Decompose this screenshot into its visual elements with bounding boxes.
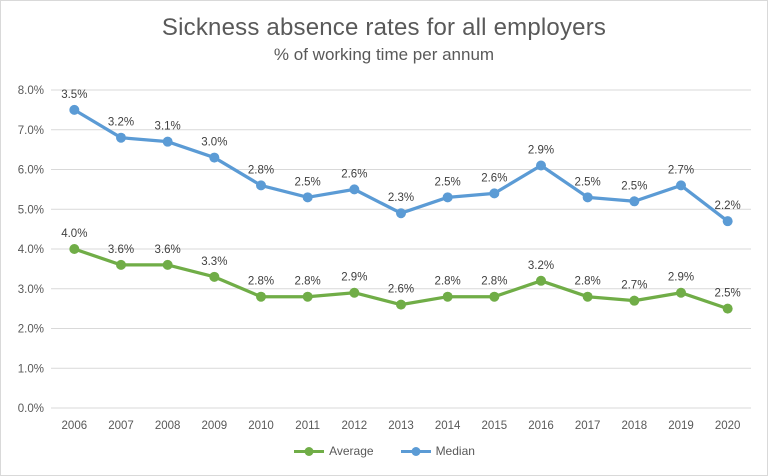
- x-axis-tick-label: 2006: [62, 420, 88, 432]
- y-axis-tick-label: 2.0%: [18, 324, 44, 336]
- median-data-label: 3.0%: [201, 137, 227, 149]
- average-data-label: 2.9%: [668, 272, 694, 284]
- x-axis-tick-label: 2015: [482, 420, 508, 432]
- median-data-point: [209, 152, 220, 163]
- average-data-point: [302, 291, 313, 302]
- y-axis-tick-label: 3.0%: [18, 284, 44, 296]
- x-axis-tick-label: 2016: [528, 420, 554, 432]
- x-axis-tick-label: 2020: [715, 420, 741, 432]
- x-axis-tick-label: 2007: [108, 420, 134, 432]
- x-axis-tick-label: 2012: [342, 420, 368, 432]
- average-data-point: [722, 303, 733, 314]
- median-data-point: [256, 180, 266, 191]
- y-axis-tick-label: 0.0%: [18, 403, 44, 415]
- median-data-point: [69, 104, 80, 115]
- average-data-label: 2.8%: [248, 276, 274, 288]
- median-data-label: 3.2%: [108, 117, 134, 129]
- average-data-label: 2.8%: [481, 276, 507, 288]
- x-axis-tick-label: 2013: [388, 420, 414, 432]
- y-axis-tick-label: 1.0%: [18, 363, 44, 375]
- average-data-label: 2.9%: [341, 272, 367, 284]
- x-axis-tick-label: 2010: [248, 420, 274, 432]
- median-data-point: [582, 192, 593, 203]
- y-axis-tick-label: 8.0%: [18, 85, 44, 97]
- median-data-label: 2.5%: [575, 176, 601, 188]
- average-data-point: [489, 291, 500, 302]
- average-data-point: [442, 291, 453, 302]
- average-data-label: 4.0%: [61, 228, 87, 240]
- chart-title: Sickness absence rates for all employers: [161, 14, 607, 41]
- median-data-point: [489, 188, 500, 199]
- average-data-label: 2.7%: [621, 280, 647, 292]
- legend-dot: [411, 446, 421, 456]
- legend-marker-average-icon: [294, 446, 325, 456]
- legend: Average Median: [1, 444, 767, 458]
- x-axis-tick-label: 2018: [622, 420, 648, 432]
- average-data-point: [396, 299, 406, 310]
- average-data-point: [69, 244, 80, 254]
- median-data-label: 2.2%: [715, 200, 741, 212]
- median-data-point: [396, 208, 406, 219]
- median-data-label: 2.6%: [481, 172, 507, 184]
- x-axis-tick-label: 2017: [575, 420, 601, 432]
- average-data-label: 3.2%: [528, 260, 554, 272]
- x-axis-tick-label: 2019: [668, 420, 694, 432]
- median-data-point: [442, 192, 453, 203]
- average-data-point: [116, 259, 126, 270]
- x-axis-tick-label: 2011: [295, 420, 320, 432]
- average-data-point: [629, 295, 640, 306]
- median-data-label: 3.1%: [155, 121, 181, 133]
- average-data-point: [676, 287, 686, 298]
- median-data-point: [629, 196, 640, 207]
- average-data-point: [162, 259, 173, 270]
- median-data-label: 2.5%: [435, 176, 461, 188]
- y-axis-tick-label: 7.0%: [18, 125, 44, 137]
- median-data-point: [676, 180, 686, 191]
- median-data-label: 2.5%: [295, 176, 321, 188]
- legend-label: Average: [329, 444, 374, 458]
- y-axis-tick-label: 4.0%: [18, 244, 44, 256]
- average-data-label: 2.5%: [715, 288, 741, 300]
- legend-label: Median: [435, 444, 475, 458]
- y-axis-tick-label: 6.0%: [18, 165, 44, 177]
- x-axis-tick-label: 2014: [435, 420, 461, 432]
- average-data-point: [256, 291, 266, 302]
- legend-item-average: Average: [293, 444, 374, 458]
- average-data-label: 2.6%: [388, 284, 414, 296]
- median-data-point: [536, 160, 546, 171]
- median-data-label: 2.6%: [341, 168, 367, 180]
- median-data-point: [349, 184, 360, 195]
- median-data-label: 2.7%: [668, 164, 694, 176]
- average-data-label: 3.3%: [201, 256, 227, 268]
- legend-item-median: Median: [400, 444, 475, 458]
- average-data-point: [349, 287, 360, 298]
- chart-subtitle: % of working time per annum: [273, 45, 495, 64]
- median-data-label: 2.9%: [528, 145, 554, 157]
- median-data-point: [302, 192, 313, 203]
- median-data-label: 3.5%: [61, 89, 87, 101]
- legend-dot: [304, 446, 314, 456]
- x-axis-tick-label: 2009: [202, 420, 228, 432]
- legend-marker-median-icon: [400, 446, 431, 456]
- median-data-point: [722, 216, 733, 227]
- median-data-label: 2.8%: [248, 164, 274, 176]
- median-data-point: [162, 136, 173, 147]
- average-data-label: 3.6%: [108, 244, 134, 256]
- average-data-point: [582, 291, 593, 302]
- average-data-label: 2.8%: [435, 276, 461, 288]
- median-data-label: 2.3%: [388, 192, 414, 204]
- average-data-label: 3.6%: [155, 244, 181, 256]
- average-data-label: 2.8%: [575, 276, 601, 288]
- x-axis-tick-label: 2008: [155, 420, 181, 432]
- y-axis-tick-label: 5.0%: [18, 204, 44, 216]
- average-data-label: 2.8%: [295, 276, 321, 288]
- average-data-point: [536, 275, 546, 286]
- median-data-point: [116, 132, 126, 143]
- average-data-point: [209, 271, 220, 282]
- median-data-label: 2.5%: [621, 180, 647, 192]
